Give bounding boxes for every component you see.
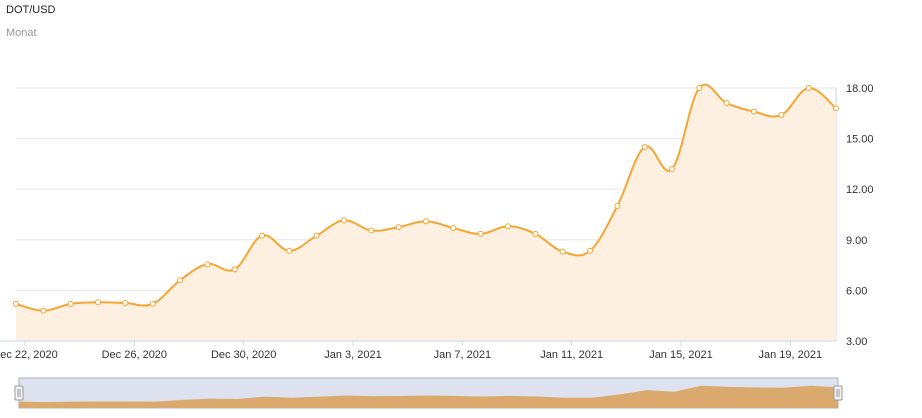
x-axis-ticks: Dec 22, 2020 Dec 26, 2020 Dec 30, 2020 Jan … (0, 341, 822, 361)
data-point[interactable] (723, 100, 730, 107)
data-point[interactable] (805, 85, 812, 91)
data-point[interactable] (614, 203, 621, 210)
data-point[interactable] (559, 248, 566, 255)
navigator-right-handle[interactable] (833, 385, 843, 401)
x-tick-label: Jan 11, 2021 (540, 349, 603, 361)
y-tick-label: 3.00 (846, 336, 867, 348)
data-point[interactable] (450, 224, 457, 231)
data-point[interactable] (259, 232, 265, 239)
data-point[interactable] (696, 85, 703, 91)
x-tick-label: Jan 3, 2021 (324, 349, 382, 361)
data-point[interactable] (669, 165, 675, 172)
data-point[interactable] (40, 307, 47, 314)
y-tick-label: 9.00 (846, 235, 867, 247)
data-point[interactable] (313, 232, 320, 239)
data-point[interactable] (477, 230, 484, 237)
chart-subtitle: Monat (6, 27, 37, 39)
x-tick-label: Dec 26, 2020 (102, 349, 167, 361)
y-axis-ticks: 3.00 6.00 9.00 12.00 15.00 18.00 (846, 83, 874, 348)
x-tick-label: Dec 22, 2020 (0, 349, 58, 361)
data-point[interactable] (95, 299, 101, 306)
handle-grip-box[interactable] (833, 385, 843, 401)
data-point[interactable] (204, 261, 211, 268)
data-point[interactable] (368, 227, 375, 234)
data-point[interactable] (395, 224, 402, 231)
data-point[interactable] (778, 111, 785, 118)
x-tick-label: Jan 19, 2021 (759, 349, 823, 361)
data-point[interactable] (67, 300, 74, 307)
data-point[interactable] (532, 230, 539, 237)
data-point[interactable] (751, 108, 757, 115)
data-points (13, 85, 839, 314)
navigator-area (19, 385, 838, 408)
data-point[interactable] (833, 105, 839, 112)
chart-title: DOT/USD (6, 4, 56, 16)
data-point[interactable] (641, 144, 648, 151)
x-tick-label: Dec 30, 2020 (211, 349, 276, 361)
data-point[interactable] (587, 247, 593, 254)
data-point[interactable] (177, 277, 183, 284)
y-tick-label: 12.00 (846, 184, 874, 196)
handle-grip-box[interactable] (14, 385, 24, 401)
x-tick-label: Jan 7, 2021 (434, 349, 492, 361)
x-tick-label: Jan 15, 2021 (649, 349, 713, 361)
data-point[interactable] (341, 217, 347, 224)
navigator[interactable] (14, 377, 843, 409)
data-point[interactable] (286, 247, 293, 254)
y-tick-label: 6.00 (846, 285, 867, 297)
data-point[interactable] (122, 300, 129, 307)
price-area (16, 84, 836, 341)
data-point[interactable] (231, 266, 238, 273)
y-tick-label: 15.00 (846, 134, 874, 146)
data-point[interactable] (423, 218, 429, 225)
data-point[interactable] (13, 300, 19, 307)
data-point[interactable] (505, 223, 511, 230)
data-point[interactable] (149, 300, 156, 307)
y-tick-label: 18.00 (846, 83, 874, 95)
navigator-left-handle[interactable] (14, 385, 24, 401)
